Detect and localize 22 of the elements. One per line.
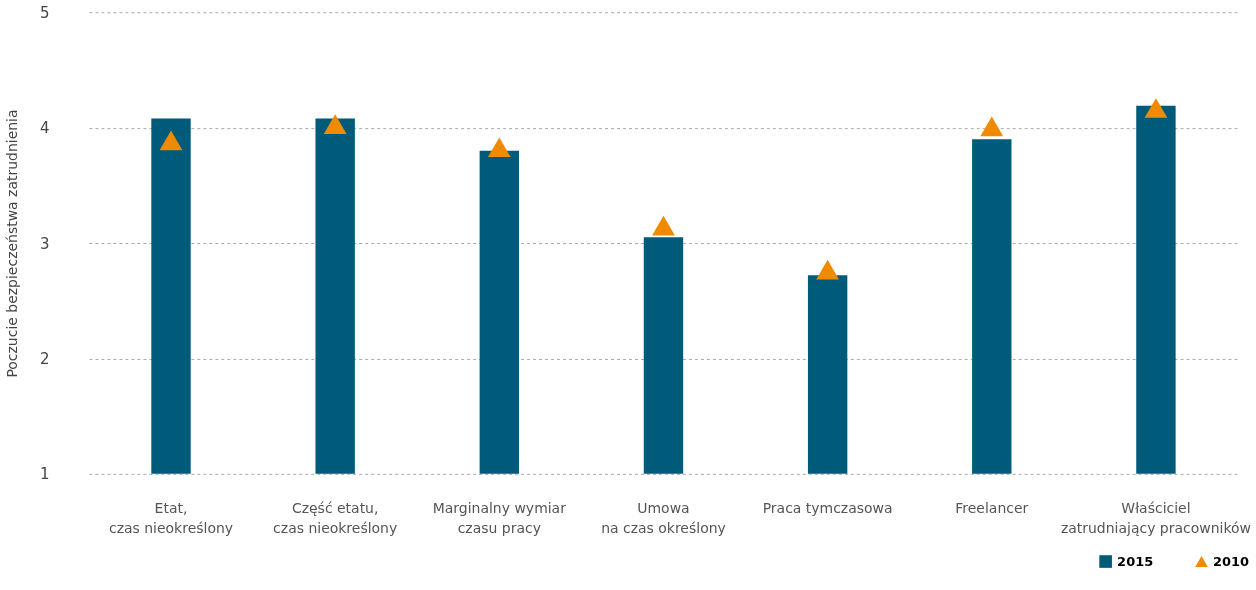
point: [980, 116, 1004, 137]
point: [487, 137, 511, 158]
point: [652, 215, 675, 236]
x-tick-label: Etat, czas nieokreślony: [108, 500, 234, 537]
y-axis-title: Poczucie bezpieczeństwa zatrudnienia: [3, 109, 20, 378]
x-tick-label: Właściciel zatrudniający pracowników: [1060, 500, 1251, 537]
y-tick-label: 1: [39, 465, 50, 484]
point: [816, 259, 840, 280]
legend-label: 2015: [1117, 553, 1154, 569]
point: [1144, 98, 1168, 118]
y-tick-label: 3: [39, 234, 50, 253]
point: [159, 130, 183, 151]
legend-label: 2010: [1213, 553, 1250, 569]
y-tick-label: 2: [39, 349, 50, 368]
x-tick-label: Umowa na czas określony: [601, 500, 726, 537]
x-tick-label: Freelancer: [955, 500, 1029, 517]
y-tick-label: 5: [39, 3, 50, 22]
point: [323, 114, 347, 135]
y-tick-label: 4: [39, 119, 50, 138]
x-tick-label: Marginalny wymiar czasu pracy: [432, 500, 567, 537]
x-tick-label: Część etatu, czas nieokreślony: [273, 500, 398, 537]
x-tick-label: Praca tymczasowa: [762, 500, 893, 517]
